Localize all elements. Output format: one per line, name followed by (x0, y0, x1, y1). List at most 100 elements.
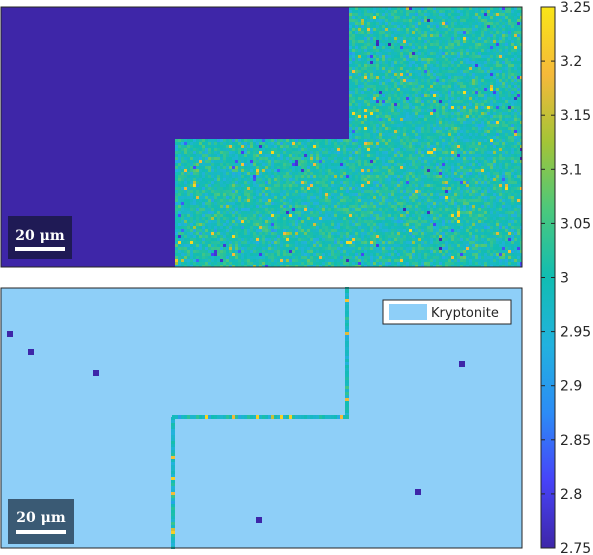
heatmap-cell (406, 46, 409, 49)
heatmap-cell (352, 70, 355, 73)
heatmap-cell (394, 97, 397, 100)
heatmap-cell (439, 19, 442, 22)
heatmap-cell (454, 43, 457, 46)
heatmap-cell (481, 49, 484, 52)
heatmap-cell (313, 142, 316, 145)
heatmap-cell (373, 172, 376, 175)
heatmap-cell (313, 154, 316, 157)
heatmap-cell (196, 181, 199, 184)
heatmap-cell (358, 181, 361, 184)
heatmap-cell (361, 88, 364, 91)
heatmap-cell (334, 178, 337, 181)
heatmap-cell (478, 67, 481, 70)
heatmap-cell (382, 133, 385, 136)
heatmap-cell (175, 172, 178, 175)
heatmap-cell (289, 139, 292, 142)
heatmap-cell (304, 151, 307, 154)
heatmap-cell (373, 127, 376, 130)
heatmap-cell (364, 7, 367, 10)
heatmap-cell (316, 199, 319, 202)
heatmap-cell (499, 172, 502, 175)
heatmap-cell (469, 40, 472, 43)
heatmap-cell (343, 184, 346, 187)
heatmap-cell (436, 37, 439, 40)
heatmap-cell (406, 70, 409, 73)
heatmap-cell (445, 70, 448, 73)
heatmap-cell (406, 175, 409, 178)
heatmap-cell (193, 145, 196, 148)
heatmap-cell (220, 193, 223, 196)
heatmap-cell (217, 199, 220, 202)
heatmap-cell (469, 82, 472, 85)
heatmap-cell (292, 184, 295, 187)
heatmap-cell (451, 190, 454, 193)
heatmap-cell (364, 28, 367, 31)
heatmap-cell (511, 10, 514, 13)
heatmap-cell (349, 22, 352, 25)
heatmap-cell (325, 196, 328, 199)
heatmap-cell (478, 28, 481, 31)
heatmap-cell (433, 25, 436, 28)
heatmap-cell (514, 94, 517, 97)
heatmap-cell (286, 199, 289, 202)
heatmap-cell (388, 175, 391, 178)
heatmap-cell (283, 151, 286, 154)
heatmap-cell (520, 82, 522, 85)
heatmap-cell (505, 181, 508, 184)
heatmap-cell (349, 166, 352, 169)
heatmap-cell (196, 196, 199, 199)
heatmap-cell (472, 157, 475, 160)
heatmap-cell (373, 100, 376, 103)
heatmap-cell (328, 154, 331, 157)
heatmap-cell (298, 178, 301, 181)
heatmap-cell (232, 172, 235, 175)
heatmap-cell (394, 130, 397, 133)
heatmap-cell (388, 130, 391, 133)
heatmap-cell (385, 49, 388, 52)
heatmap-cell (409, 142, 412, 145)
heatmap-cell (358, 52, 361, 55)
heatmap-cell (298, 160, 301, 163)
heatmap-cell (391, 28, 394, 31)
heatmap-cell (340, 145, 343, 148)
heatmap-cell (400, 154, 403, 157)
heatmap-cell (520, 34, 522, 37)
heatmap-cell (433, 19, 436, 22)
heatmap-cell (385, 25, 388, 28)
heatmap-cell (502, 154, 505, 157)
heatmap-cell (322, 181, 325, 184)
heatmap-cell (427, 184, 430, 187)
heatmap-cell (244, 184, 247, 187)
heatmap-cell (499, 175, 502, 178)
heatmap-cell (436, 133, 439, 136)
heatmap-cell (184, 172, 187, 175)
heatmap-cell (256, 145, 259, 148)
heatmap-cell (457, 178, 460, 181)
heatmap-cell (481, 73, 484, 76)
heatmap-cell (451, 157, 454, 160)
heatmap-cell (433, 151, 436, 154)
heatmap-cell (424, 154, 427, 157)
heatmap-cell (295, 187, 298, 190)
heatmap-cell (328, 166, 331, 169)
heatmap-cell (481, 163, 484, 166)
heatmap-cell (421, 169, 424, 172)
heatmap-cell (517, 82, 520, 85)
heatmap-cell (502, 160, 505, 163)
heatmap-cell (265, 184, 268, 187)
heatmap-cell (367, 142, 370, 145)
heatmap-cell (421, 136, 424, 139)
heatmap-cell (430, 31, 433, 34)
heatmap-cell (520, 175, 522, 178)
heatmap-cell (499, 160, 502, 163)
heatmap-cell (463, 145, 466, 148)
heatmap-cell (493, 112, 496, 115)
heatmap-cell (406, 172, 409, 175)
heatmap-cell (478, 196, 481, 199)
heatmap-cell (445, 118, 448, 121)
heatmap-cell (511, 154, 514, 157)
heatmap-cell (481, 199, 484, 202)
heatmap-cell (481, 118, 484, 121)
heatmap-cell (373, 88, 376, 91)
heatmap-cell (385, 55, 388, 58)
